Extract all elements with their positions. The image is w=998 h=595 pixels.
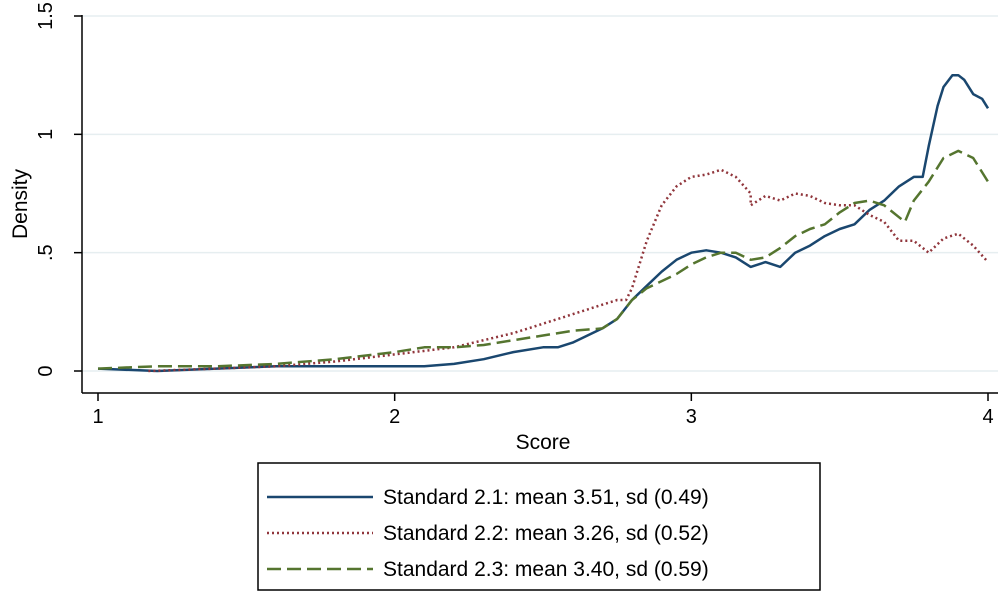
x-tick-label-2: 3 <box>686 406 697 428</box>
x-axis-title: Score <box>516 431 571 454</box>
axes: 0 .5 1 1.5 1 2 3 4 <box>35 2 998 428</box>
series-line-1 <box>97 73 990 373</box>
series-line-3 <box>97 149 990 370</box>
y-tick-label-1: .5 <box>35 244 57 261</box>
y-tick-label-2: 1 <box>35 129 57 140</box>
x-tick-label-1: 2 <box>389 406 400 428</box>
legend-label-2: Standard 2.2: mean 3.26, sd (0.52) <box>383 522 709 545</box>
legend-label-1: Standard 2.1: mean 3.51, sd (0.49) <box>383 486 709 509</box>
x-tick-label-3: 4 <box>982 406 993 428</box>
series-lines <box>97 73 990 373</box>
gridlines <box>82 15 998 372</box>
legend: Standard 2.1: mean 3.51, sd (0.49) Standa… <box>257 462 821 591</box>
y-axis-title: Density <box>9 168 32 239</box>
y-tick-label-0: 0 <box>35 365 57 376</box>
series-line-2 <box>148 168 989 373</box>
x-tick-label-0: 1 <box>92 406 103 428</box>
legend-label-3: Standard 2.3: mean 3.40, sd (0.59) <box>383 558 709 581</box>
y-tick-label-3: 1.5 <box>35 2 57 30</box>
